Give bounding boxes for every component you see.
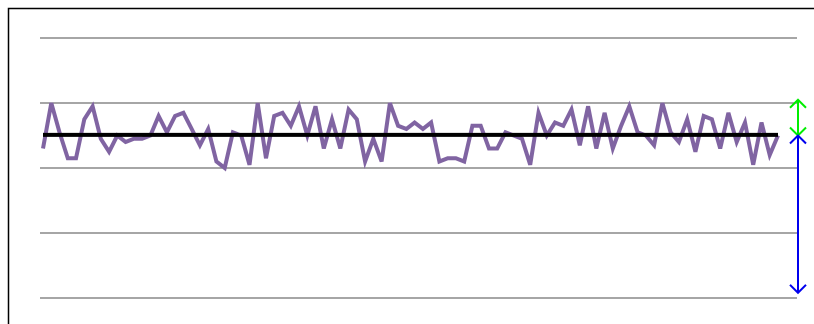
range-arrow (789, 134, 807, 295)
data-line (41, 100, 780, 172)
chart-frame (7, 7, 814, 324)
